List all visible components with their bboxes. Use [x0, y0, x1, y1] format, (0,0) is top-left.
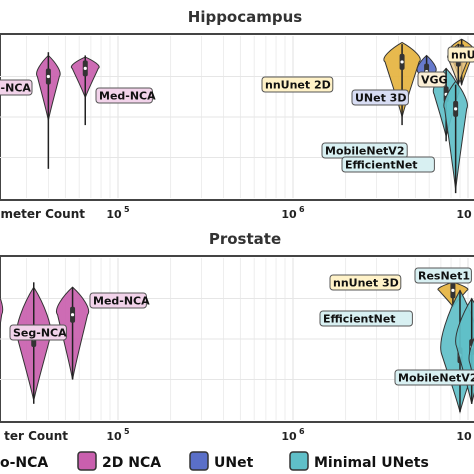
panel-title-hippocampus: Hippocampus	[188, 8, 303, 26]
violin-label-box	[447, 46, 474, 63]
violin-label: UNet 3D	[355, 92, 406, 105]
legend-label: Minimal UNets	[314, 455, 429, 471]
violin-label-box	[95, 87, 153, 104]
x-axis-label: meter Count	[1, 207, 86, 221]
violin-label-box	[0, 79, 33, 96]
legend-swatch	[289, 451, 309, 471]
violin-median	[83, 66, 87, 70]
panel-prostate: Seg-NCA Med-NCA nnUnet 3D EfficientNet ResNe…	[0, 255, 474, 443]
violin-label-box	[351, 89, 409, 106]
violin-label: Med-NCA	[99, 90, 156, 103]
violin-label: nnU	[451, 49, 474, 62]
violin-label: o-NCA	[0, 82, 31, 95]
violin-minimal	[468, 337, 474, 382]
violin-label-box	[89, 292, 147, 309]
legend-label: 2D NCA	[102, 455, 161, 471]
violin-label-box	[417, 71, 447, 88]
x-tick-exponent: 6	[299, 205, 305, 214]
violin-median	[400, 60, 404, 64]
violin-label: VGG	[421, 74, 448, 87]
panel-hippocampus: o-NCA Med-NCA nnUnet 2D UNet 3D MobileNetV2E…	[0, 33, 474, 221]
violin-label: MobileNetV2	[398, 372, 474, 385]
violin-label: EfficientNet	[345, 159, 418, 172]
legend: o-NCA 2D NCA UNet Minimal UNets	[0, 451, 429, 471]
violin-label: Seg-NCA	[13, 327, 67, 340]
violin-median	[454, 107, 458, 111]
x-tick-exponent: 5	[124, 205, 130, 214]
violin-label-box	[414, 267, 472, 284]
violin-label-box	[341, 156, 435, 173]
violin-label: nnUnet 2D	[265, 79, 331, 92]
legend-swatch	[77, 451, 97, 471]
x-axis-label: ter Count	[4, 429, 68, 443]
violin-label-box	[329, 274, 402, 291]
violin-label: Med-NCA	[93, 295, 150, 308]
x-ticks: 105106107	[106, 205, 472, 221]
legend-swatch	[189, 451, 209, 471]
x-tick-label: 10	[281, 208, 297, 221]
violin-label-box	[394, 369, 474, 386]
violin-label: nnUnet 3D	[333, 277, 399, 290]
x-tick-label: 10	[106, 208, 122, 221]
x-tick-label: 10	[456, 430, 472, 443]
violin-median	[451, 288, 455, 292]
violin-label: ResNet1	[418, 270, 470, 283]
violin-label: MobileNetV2	[325, 145, 404, 158]
violin-label-box	[9, 324, 67, 341]
legend-label: o-NCA	[0, 455, 48, 471]
panel-title-prostate: Prostate	[209, 230, 281, 248]
legend-label: UNet	[214, 455, 254, 471]
violin-label: EfficientNet	[323, 313, 396, 326]
x-tick-label: 10	[106, 430, 122, 443]
x-tick-exponent: 6	[299, 427, 305, 436]
violin-label-box	[261, 76, 334, 93]
violin-median	[70, 313, 75, 317]
x-ticks: 105106107	[106, 427, 472, 443]
x-tick-label: 10	[281, 430, 297, 443]
violin-median	[46, 74, 50, 79]
violin-nca	[0, 296, 4, 330]
violin-labels: o-NCA Med-NCA nnUnet 2D UNet 3D MobileNetV2E…	[0, 46, 474, 173]
violin-label-box	[319, 310, 413, 327]
x-tick-label: 10	[456, 208, 472, 221]
violin-labels: Seg-NCA Med-NCA nnUnet 3D EfficientNet ResNe…	[9, 267, 474, 386]
x-tick-exponent: 5	[124, 427, 130, 436]
